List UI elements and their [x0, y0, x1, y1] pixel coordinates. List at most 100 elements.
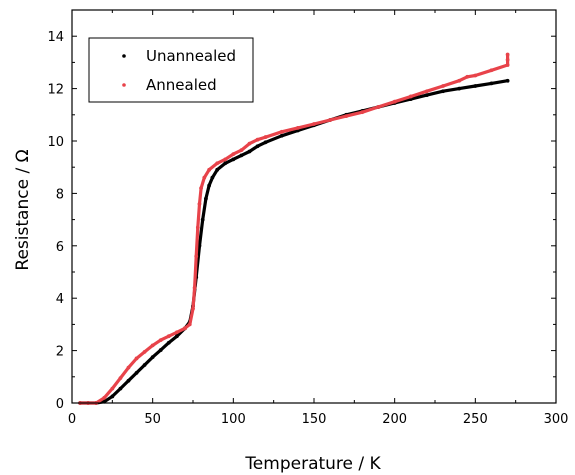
data-point-annealed [197, 201, 202, 206]
data-point-annealed [392, 99, 397, 104]
data-point-unannealed [457, 86, 462, 91]
legend-marker-annealed [122, 83, 126, 87]
x-tick-label: 150 [302, 412, 327, 427]
data-point-unannealed [210, 175, 215, 180]
data-point-annealed [255, 137, 260, 142]
data-point-unannealed [425, 93, 429, 98]
data-point-annealed [215, 161, 220, 166]
data-point-annealed [465, 74, 470, 79]
data-point-unannealed [204, 196, 208, 201]
data-point-annealed [166, 334, 171, 339]
legend-box [88, 37, 254, 103]
data-point-annealed [312, 122, 316, 126]
data-point-annealed [195, 225, 200, 230]
legend-label-annealed: Annealed [146, 76, 217, 94]
data-point-unannealed [441, 89, 445, 94]
data-point-annealed [295, 126, 300, 130]
data-point-annealed [489, 68, 494, 73]
data-point-unannealed [473, 84, 478, 88]
data-point-annealed [192, 285, 197, 290]
data-point-annealed [408, 94, 413, 99]
data-point-unannealed [215, 167, 220, 172]
data-point-unannealed [207, 183, 212, 188]
data-point-annealed [239, 148, 244, 153]
data-point-annealed [279, 129, 284, 134]
data-point-annealed [118, 376, 123, 381]
y-tick-label: 10 [47, 135, 64, 150]
data-point-annealed [441, 84, 445, 88]
data-point-annealed [150, 343, 155, 348]
data-point-annealed [360, 110, 365, 115]
y-tick-label: 0 [56, 397, 64, 412]
data-point-unannealed [118, 386, 123, 391]
plot-layer [78, 52, 510, 405]
data-point-unannealed [110, 394, 115, 399]
data-point-annealed [174, 330, 179, 335]
x-tick-label: 300 [544, 412, 569, 427]
y-tick-label: 14 [47, 30, 64, 45]
data-point-unannealed [255, 144, 260, 149]
series-annealed [78, 52, 510, 405]
axes-layer: 0 50 100 150 200 250 300 0 2 4 6 8 10 12 14 [47, 9, 569, 427]
data-point-unannealed [247, 149, 252, 154]
data-point-unannealed [142, 363, 147, 367]
x-tick-label: 50 [144, 412, 161, 427]
x-tick-label: 200 [382, 412, 407, 427]
data-point-unannealed [505, 78, 510, 83]
legend-marker-unannealed [122, 54, 126, 58]
x-axis-title: Temperature / K [244, 454, 381, 474]
y-tick-label: 8 [56, 187, 64, 202]
data-point-annealed [202, 175, 207, 180]
y-tick-label: 12 [47, 83, 64, 98]
data-point-annealed [263, 135, 268, 139]
data-point-unannealed [158, 348, 163, 352]
legend-label-unannealed: Unannealed [146, 47, 236, 65]
data-point-unannealed [126, 378, 131, 383]
x-tick-label: 0 [68, 412, 76, 427]
data-point-annealed [328, 118, 333, 122]
data-point-unannealed [134, 370, 139, 375]
data-point-unannealed [223, 161, 228, 166]
data-point-annealed [158, 338, 163, 343]
data-point-annealed [505, 52, 510, 57]
data-point-unannealed [239, 153, 244, 158]
data-point-annealed [376, 105, 381, 109]
data-point-annealed [457, 78, 462, 83]
y-tick-label: 6 [56, 240, 64, 255]
data-point-annealed [247, 141, 252, 146]
data-point-annealed [505, 57, 510, 62]
data-point-unannealed [200, 217, 205, 222]
data-point-annealed [231, 152, 236, 157]
data-point-annealed [183, 326, 187, 331]
data-point-annealed [126, 365, 131, 370]
y-tick-label: 4 [56, 292, 64, 307]
data-point-annealed [191, 306, 195, 311]
x-tick-label: 250 [463, 412, 488, 427]
data-point-annealed [187, 322, 192, 327]
data-point-unannealed [197, 243, 202, 248]
data-point-annealed [102, 395, 107, 400]
data-point-annealed [344, 114, 349, 119]
data-point-unannealed [489, 81, 494, 86]
data-point-annealed [425, 89, 429, 94]
data-point-annealed [199, 186, 203, 191]
data-point-annealed [505, 63, 510, 67]
data-point-annealed [194, 254, 199, 259]
data-point-annealed [207, 167, 212, 172]
y-axis-title: Resistance / Ω [13, 149, 33, 270]
data-point-unannealed [263, 140, 268, 145]
data-point-unannealed [166, 340, 171, 345]
legend: Unannealed Annealed [88, 37, 254, 103]
data-point-annealed [223, 157, 228, 162]
x-tick-label: 100 [221, 412, 246, 427]
y-tick-label: 2 [56, 345, 64, 360]
data-point-annealed [134, 356, 139, 361]
data-point-unannealed [150, 355, 155, 360]
data-point-annealed [473, 73, 478, 78]
data-point-unannealed [231, 157, 236, 162]
data-point-unannealed [279, 133, 284, 138]
data-point-annealed [110, 386, 115, 391]
data-point-unannealed [174, 334, 179, 339]
data-point-annealed [142, 350, 147, 354]
